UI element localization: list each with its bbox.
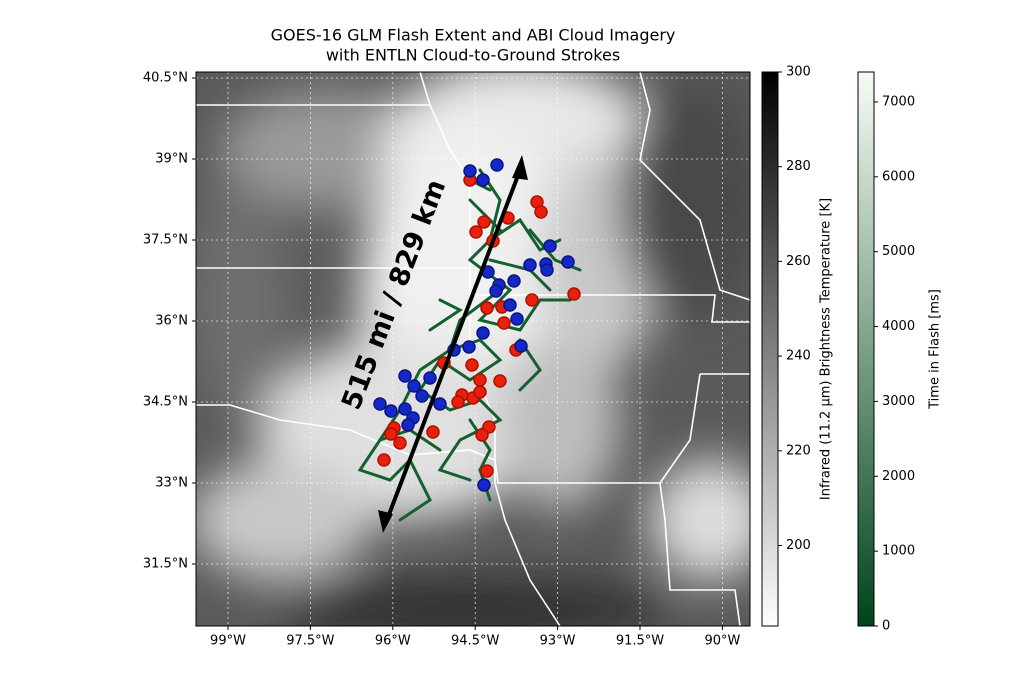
positive-stroke	[426, 425, 440, 439]
colorbar-tick-label: 6000	[882, 169, 915, 184]
colorbar-tick-label: 300	[786, 65, 811, 80]
negative-stroke	[490, 158, 504, 172]
colorbar-tick-label: 0	[882, 619, 890, 634]
positive-stroke	[451, 395, 465, 409]
positive-stroke	[493, 374, 507, 388]
lon-label: 94.5°W	[451, 634, 499, 649]
negative-stroke	[398, 369, 412, 383]
negative-stroke	[433, 397, 447, 411]
negative-stroke	[503, 298, 517, 312]
cg-strokes	[373, 158, 581, 492]
lat-label: 40.5°N	[143, 71, 188, 86]
satellite-image	[196, 72, 750, 626]
positive-stroke	[465, 358, 479, 372]
positive-stroke	[477, 215, 491, 229]
positive-stroke	[525, 293, 539, 307]
colorbar-tick-label: 240	[786, 349, 811, 364]
colorbar-tick-label: 4000	[882, 319, 915, 334]
colorbars: 200 220 240 260 280 300 Infrared (11.2 μm) Bri…	[761, 65, 943, 634]
lon-label: 93°W	[540, 634, 576, 649]
positive-stroke	[469, 225, 483, 239]
negative-stroke	[373, 397, 387, 411]
positive-stroke	[567, 287, 581, 301]
lon-label: 99°W	[210, 634, 246, 649]
colorbar-tick-label: 2000	[882, 469, 915, 484]
negative-stroke	[514, 339, 528, 353]
negative-stroke	[401, 418, 415, 432]
distance-arrow	[378, 155, 528, 533]
negative-stroke	[476, 173, 490, 187]
negative-stroke	[462, 340, 476, 354]
colorbar-tick-label: 3000	[882, 394, 915, 409]
negative-stroke	[476, 326, 490, 340]
lon-label: 91.5°W	[616, 634, 664, 649]
positive-stroke	[497, 316, 511, 330]
colorbar-tick-label: 260	[786, 254, 811, 269]
negative-stroke	[489, 284, 503, 298]
positive-stroke	[473, 373, 487, 387]
negative-stroke	[543, 239, 557, 253]
negative-stroke	[523, 258, 537, 272]
lon-label: 97.5°W	[286, 634, 334, 649]
positive-stroke	[473, 385, 487, 399]
positive-stroke	[384, 427, 398, 441]
negative-stroke	[415, 389, 429, 403]
colorbar-label: Time in Flash [ms]	[928, 289, 943, 410]
negative-stroke	[561, 255, 575, 269]
positive-stroke	[534, 205, 548, 219]
lat-label: 34.5°N	[143, 395, 188, 410]
colorbar-tick-label: 280	[786, 159, 811, 174]
colorbar	[857, 71, 875, 627]
colorbar-tick-label: 7000	[882, 94, 915, 109]
lat-label: 36°N	[155, 314, 188, 329]
lat-label: 31.5°N	[143, 557, 188, 572]
positive-stroke	[475, 428, 489, 442]
colorbar	[761, 71, 779, 627]
lon-label: 90°W	[704, 634, 740, 649]
colorbar-tick-label: 220	[786, 443, 811, 458]
negative-stroke	[384, 404, 398, 418]
negative-stroke	[407, 379, 421, 393]
colorbar-tick-label: 200	[786, 538, 811, 553]
colorbar-tick-label: 5000	[882, 244, 915, 259]
title-line: with ENTLN Cloud-to-Ground Strokes	[326, 46, 620, 65]
title-line: GOES-16 GLM Flash Extent and ABI Cloud I…	[271, 26, 676, 45]
positive-stroke	[377, 453, 391, 467]
negative-stroke	[540, 263, 554, 277]
lat-label: 33°N	[155, 476, 188, 491]
negative-stroke	[507, 274, 521, 288]
map-frame	[195, 71, 751, 627]
negative-stroke	[477, 478, 491, 492]
negative-stroke	[510, 312, 524, 326]
positive-stroke	[480, 464, 494, 478]
graticule	[196, 72, 750, 626]
lat-label: 39°N	[155, 152, 188, 167]
colorbar-label: Infrared (11.2 μm) Brightness Temperatur…	[819, 198, 834, 500]
lat-label: 37.5°N	[143, 233, 188, 248]
negative-stroke	[463, 164, 477, 178]
negative-stroke	[423, 371, 437, 385]
lon-label: 96°W	[375, 634, 411, 649]
positive-stroke	[393, 436, 407, 450]
colorbar-tick-label: 1000	[882, 544, 915, 559]
positive-stroke	[480, 301, 494, 315]
negative-stroke	[398, 402, 412, 416]
